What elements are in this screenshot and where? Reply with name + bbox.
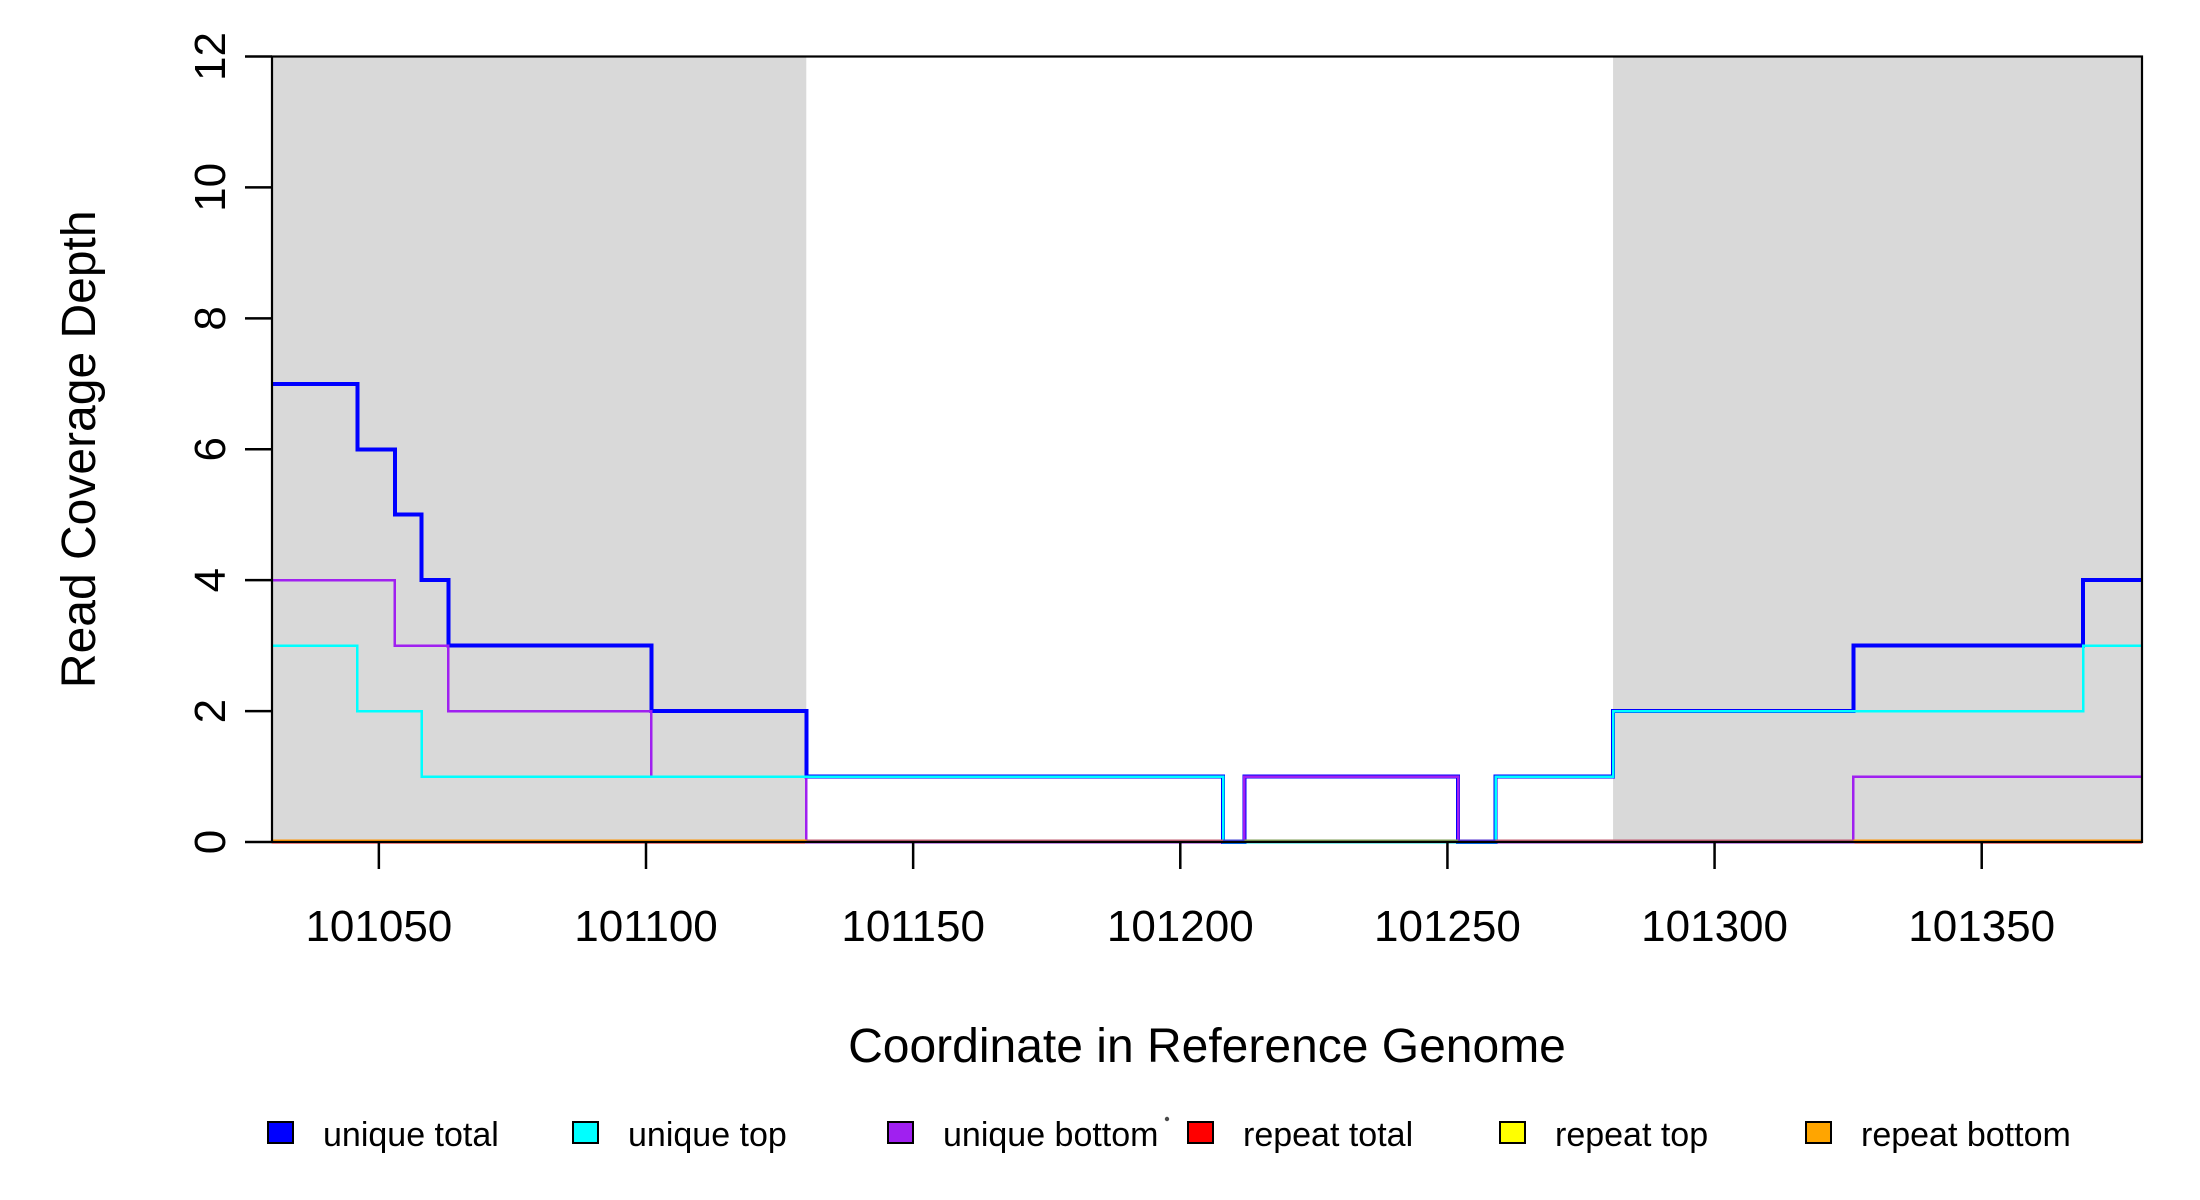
x-tick-label: 101100 bbox=[574, 902, 718, 951]
legend-item-repeat-total: repeat total bbox=[1187, 1116, 1413, 1154]
x-tick-label: 101200 bbox=[1107, 902, 1254, 951]
legend-swatch-unique-top bbox=[572, 1121, 599, 1144]
legend-swatch-repeat-top bbox=[1499, 1121, 1526, 1144]
y-tick-label: 10 bbox=[186, 163, 235, 212]
legend-swatch-repeat-total bbox=[1187, 1121, 1214, 1144]
shaded-region-0 bbox=[272, 56, 807, 842]
y-tick-label: 0 bbox=[186, 830, 235, 854]
x-tick-label: 101250 bbox=[1374, 902, 1521, 951]
y-tick-label: 6 bbox=[186, 437, 235, 461]
legend-label: unique bottom bbox=[943, 1116, 1159, 1154]
legend-item-repeat-top: repeat top bbox=[1499, 1116, 1708, 1154]
legend-label: repeat top bbox=[1555, 1116, 1708, 1154]
legend-label: repeat bottom bbox=[1861, 1116, 2071, 1154]
y-tick-label: 4 bbox=[186, 568, 235, 592]
legend-label: unique top bbox=[628, 1116, 787, 1154]
legend-item-repeat-bottom: repeat bottom bbox=[1805, 1116, 2071, 1154]
y-tick-label: 8 bbox=[186, 306, 235, 330]
shaded-region-1 bbox=[1613, 56, 2142, 842]
x-tick-label: 101050 bbox=[305, 902, 452, 951]
x-tick-label: 101350 bbox=[1908, 902, 2055, 951]
legend-item-unique-bottom: unique bottom bbox=[887, 1116, 1159, 1154]
legend-item-unique-total: unique total bbox=[267, 1116, 499, 1154]
x-axis-title: Coordinate in Reference Genome bbox=[848, 1020, 1566, 1073]
legend-label: unique total bbox=[323, 1116, 499, 1154]
legend-item-unique-top: unique top bbox=[572, 1116, 787, 1154]
x-tick-label: 101150 bbox=[841, 902, 985, 951]
legend-label: repeat total bbox=[1243, 1116, 1413, 1154]
legend-swatch-unique-total bbox=[267, 1121, 294, 1144]
legend-swatch-unique-bottom bbox=[887, 1121, 914, 1144]
x-tick-label: 101300 bbox=[1641, 902, 1788, 951]
y-axis-title: Read Coverage Depth bbox=[53, 210, 106, 688]
artifact-dot bbox=[1164, 1116, 1170, 1122]
y-tick-label: 12 bbox=[186, 32, 235, 81]
legend-swatch-repeat-bottom bbox=[1805, 1121, 1832, 1144]
y-tick-label: 2 bbox=[186, 699, 235, 723]
